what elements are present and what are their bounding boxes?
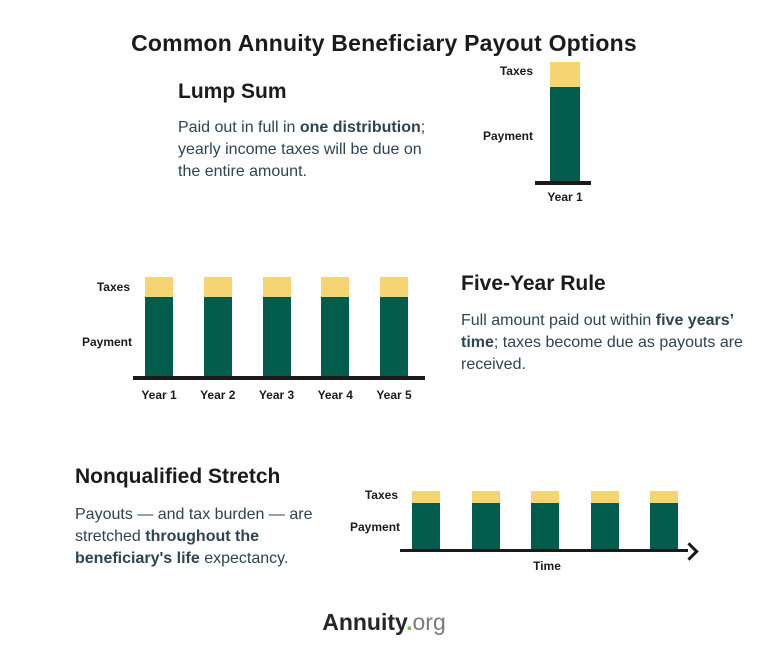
payment-series-label: Payment <box>81 335 132 349</box>
payment-segment <box>550 87 580 183</box>
lump-sum-description: Paid out in full in one distribution; ye… <box>178 119 426 180</box>
stretch-description: Payouts — and tax burden — are stretched… <box>75 506 313 567</box>
x-axis-line <box>535 181 591 185</box>
taxes-segment <box>531 491 559 503</box>
category-label: Year 1 <box>141 388 177 402</box>
payment-segment <box>262 297 291 378</box>
stacked-bar <box>321 277 350 378</box>
five-year-description: Full amount paid out within five years’ … <box>461 312 743 373</box>
category-label: Year 2 <box>200 388 236 402</box>
payment-segment <box>531 503 559 550</box>
page-title: Common Annuity Beneficiary Payout Option… <box>131 30 637 56</box>
time-axis-label: Time <box>533 559 561 573</box>
payment-segment <box>145 297 173 378</box>
taxes-segment <box>321 277 350 297</box>
logo-suffix-text: org <box>412 609 446 635</box>
payment-segment <box>321 297 350 378</box>
stacked-bar <box>471 491 500 550</box>
logo-dot: . <box>406 609 413 635</box>
lump-sum-heading: Lump Sum <box>178 80 287 103</box>
stacked-bar <box>590 491 619 550</box>
taxes-series-label: Taxes <box>364 488 398 502</box>
taxes-segment <box>550 62 580 87</box>
category-label: Year 5 <box>376 388 412 402</box>
plot-area <box>350 483 720 550</box>
taxes-segment <box>262 277 291 297</box>
payment-segment <box>650 503 678 550</box>
stretch-chart: Taxes Payment Time <box>350 483 720 588</box>
payment-segment <box>590 503 619 550</box>
category-label: Year 4 <box>317 388 353 402</box>
taxes-segment <box>145 277 173 297</box>
taxes-segment <box>380 277 408 297</box>
payment-segment <box>203 297 232 378</box>
stacked-bar <box>262 277 291 378</box>
category-label: Year 1 <box>547 190 583 204</box>
payment-series-label: Payment <box>482 129 533 143</box>
stacked-bar <box>380 277 408 378</box>
stacked-bar <box>203 277 232 378</box>
x-axis-line <box>133 376 425 380</box>
stretch-heading: Nonqualified Stretch <box>75 465 281 488</box>
taxes-segment <box>471 491 500 503</box>
payment-segment <box>412 503 440 550</box>
payment-segment <box>380 297 408 378</box>
payment-series-label: Payment <box>350 520 401 534</box>
stacked-bar <box>550 62 580 183</box>
taxes-segment <box>203 277 232 297</box>
stacked-bar <box>412 491 440 550</box>
taxes-series-label: Taxes <box>499 64 533 78</box>
annuity-org-logo: Annuity.org <box>0 609 768 636</box>
taxes-segment <box>590 491 619 503</box>
plot-area <box>70 268 440 378</box>
logo-brand-text: Annuity <box>322 609 407 635</box>
time-axis-line <box>400 549 688 552</box>
category-label: Year 3 <box>258 388 295 402</box>
taxes-series-label: Taxes <box>96 280 130 294</box>
payment-segment <box>471 503 500 550</box>
five-year-heading: Five-Year Rule <box>461 272 606 295</box>
lump-sum-chart: Taxes Payment Year 1 <box>455 58 655 213</box>
taxes-segment <box>412 491 440 503</box>
stacked-bar <box>650 491 678 550</box>
five-year-chart: Taxes Payment Year 1 Year 2 Year 3 Year 4 Ye… <box>70 268 440 408</box>
taxes-segment <box>650 491 678 503</box>
stacked-bar <box>145 277 173 378</box>
plot-area <box>455 58 655 183</box>
stacked-bar <box>531 491 559 550</box>
